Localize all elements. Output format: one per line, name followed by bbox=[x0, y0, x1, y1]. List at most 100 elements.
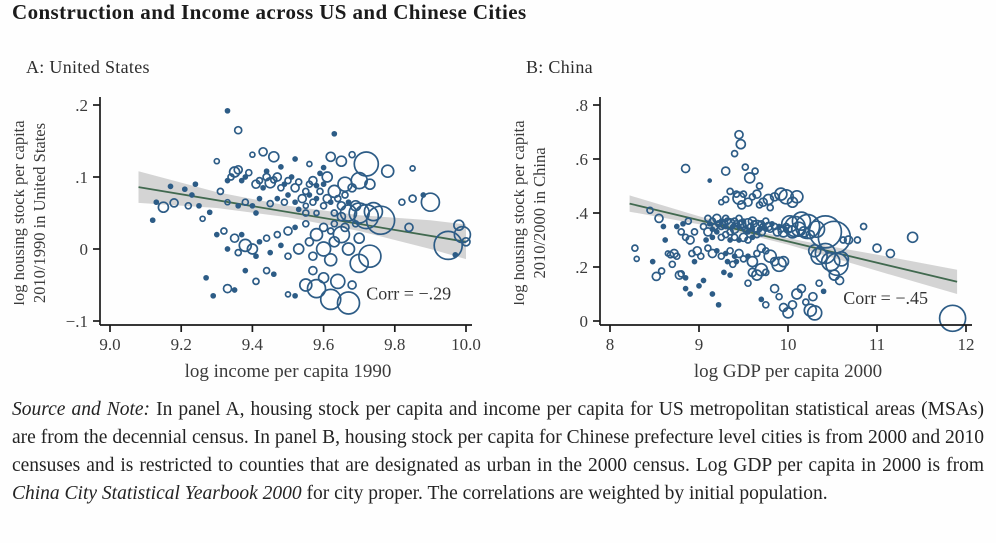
scatter-point bbox=[787, 299, 798, 310]
scatter-point bbox=[790, 189, 804, 204]
scatter-point bbox=[461, 236, 471, 247]
scatter-point bbox=[691, 258, 698, 265]
x-axis-label: log income per capita 1990 bbox=[185, 361, 392, 382]
scatter-point bbox=[751, 167, 759, 175]
scatter-point bbox=[713, 229, 720, 235]
scatter-point bbox=[323, 252, 338, 267]
scatter-point bbox=[741, 163, 750, 171]
scatter-point bbox=[687, 291, 693, 297]
scatter-point bbox=[234, 248, 243, 257]
scatter-point bbox=[365, 205, 396, 236]
y-axis-label-line2: 2010/1990 in United States bbox=[30, 123, 49, 303]
scatter-point bbox=[298, 278, 313, 292]
scatter-point bbox=[769, 283, 780, 294]
scatter-point bbox=[673, 223, 680, 230]
scatter-point bbox=[284, 252, 292, 261]
scatter-point bbox=[229, 233, 240, 244]
scatter-point bbox=[749, 234, 756, 241]
corr-annotation: Corr = −.45 bbox=[843, 288, 928, 308]
x-tick-label: 9.2 bbox=[171, 335, 192, 354]
scatter-point bbox=[327, 199, 334, 206]
scatter-point bbox=[682, 274, 689, 281]
note-italic-segment: China City Statistical Yearbook 2000 bbox=[12, 483, 302, 505]
scatter-point bbox=[306, 192, 313, 198]
scatter-point bbox=[318, 222, 329, 233]
scatter-point bbox=[313, 209, 320, 217]
note-text-segment: for city proper. The correlations are we… bbox=[301, 483, 828, 505]
scatter-point bbox=[808, 215, 843, 249]
scatter-point bbox=[277, 183, 285, 192]
scatter-point bbox=[696, 283, 702, 289]
scatter-point bbox=[231, 287, 238, 293]
scatter-point bbox=[331, 130, 338, 137]
scatter-point bbox=[206, 209, 213, 216]
y-axis-label-line1: log housing stock per capita bbox=[14, 120, 28, 306]
scatter-point bbox=[316, 187, 324, 196]
scatter-point bbox=[717, 233, 726, 242]
scatter-point bbox=[224, 198, 231, 206]
scatter-point bbox=[735, 138, 747, 150]
scatter-point bbox=[420, 192, 441, 213]
scatter-point bbox=[270, 271, 277, 278]
scatter-point bbox=[717, 198, 725, 206]
scatter-point bbox=[330, 209, 339, 217]
scatter-point bbox=[167, 183, 174, 190]
scatter-point bbox=[668, 260, 677, 269]
y-axis-label-line1: log housing stock per capita bbox=[514, 120, 528, 306]
scatter-point bbox=[244, 168, 253, 177]
scatter-point bbox=[241, 198, 250, 207]
scatter-point bbox=[739, 255, 748, 263]
x-tick-label: 9.0 bbox=[99, 335, 120, 354]
scatter-point bbox=[309, 227, 324, 242]
scatter-point bbox=[220, 227, 228, 235]
scatter-point bbox=[727, 272, 733, 278]
scatter-point bbox=[752, 189, 762, 199]
scatter-point bbox=[274, 195, 281, 202]
scatter-point bbox=[278, 242, 284, 249]
scatter-point bbox=[283, 226, 293, 236]
scatter-point bbox=[726, 246, 734, 255]
scatter-point bbox=[777, 255, 790, 268]
scatter-point bbox=[657, 267, 666, 275]
scatter-point bbox=[273, 230, 282, 239]
scatter-point bbox=[322, 193, 333, 204]
scatter-point bbox=[238, 231, 245, 238]
scatter-point bbox=[292, 224, 298, 231]
scatter-point bbox=[249, 151, 256, 159]
scatter-point bbox=[339, 204, 358, 222]
scatter-point bbox=[295, 206, 302, 213]
scatter-point bbox=[278, 164, 284, 170]
scatter-point bbox=[336, 211, 347, 222]
scatter-point bbox=[238, 238, 253, 253]
x-tick-label: 9.4 bbox=[242, 335, 264, 354]
panel-b: .8 .6 .4 .2 0 8 9 10 11 12 log GDP per capita 2000… bbox=[514, 53, 994, 391]
scatter-point bbox=[906, 231, 919, 244]
y-tick-label: .1 bbox=[75, 168, 88, 187]
y-tick-label: .8 bbox=[575, 96, 588, 115]
y-tick-label: 0 bbox=[80, 240, 89, 259]
scatter-point bbox=[199, 215, 206, 223]
scatter-point bbox=[351, 219, 360, 228]
panel-a-chart: .2 .1 0 −.1 9.0 9.2 9.4 9.6 9.8 10.0 log income pe… bbox=[14, 96, 481, 382]
scatter-point bbox=[452, 251, 459, 258]
scatter-point bbox=[153, 199, 160, 206]
scatter-point bbox=[672, 252, 681, 261]
scatter-point bbox=[723, 217, 732, 225]
scatter-point bbox=[252, 277, 260, 286]
scatter-point bbox=[736, 200, 747, 210]
scatter-point bbox=[363, 201, 384, 222]
scatter-point bbox=[649, 258, 656, 265]
y-axis-label-line2: 2010/2000 in China bbox=[530, 147, 549, 279]
scatter-point bbox=[717, 252, 726, 261]
scatter-point bbox=[680, 163, 691, 174]
scatter-point bbox=[280, 198, 289, 207]
scatter-point bbox=[677, 228, 686, 236]
scatter-point bbox=[224, 246, 231, 252]
scatter-point bbox=[730, 233, 739, 242]
scatter-point bbox=[453, 219, 465, 232]
scatter-point bbox=[398, 198, 406, 207]
scatter-point bbox=[761, 268, 770, 277]
scatter-point bbox=[364, 178, 376, 191]
scatter-point bbox=[833, 251, 850, 267]
